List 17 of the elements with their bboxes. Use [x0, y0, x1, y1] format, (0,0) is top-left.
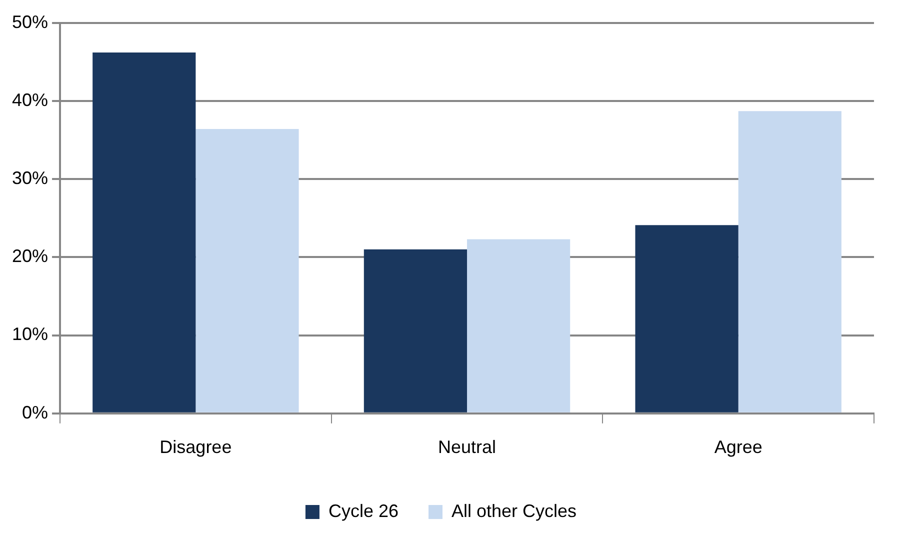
bar	[196, 129, 299, 412]
y-tick-label: 20%	[12, 246, 48, 266]
y-tick-label: 10%	[12, 324, 48, 344]
x-tick-label: Neutral	[438, 437, 496, 458]
x-tick-label: Disagree	[160, 437, 232, 458]
y-tick-label: 0%	[22, 402, 48, 422]
bar	[635, 225, 738, 412]
y-tick-label: 50%	[12, 12, 48, 32]
legend-label: Cycle 26	[328, 500, 398, 521]
y-tick-label: 40%	[12, 90, 48, 110]
bar	[364, 249, 468, 412]
bar	[92, 52, 196, 412]
x-tick-label: Agree	[714, 437, 762, 458]
bar	[738, 111, 842, 412]
y-tick-label: 30%	[12, 168, 48, 188]
legend-label: All other Cycles	[451, 500, 577, 521]
bar	[467, 239, 570, 412]
